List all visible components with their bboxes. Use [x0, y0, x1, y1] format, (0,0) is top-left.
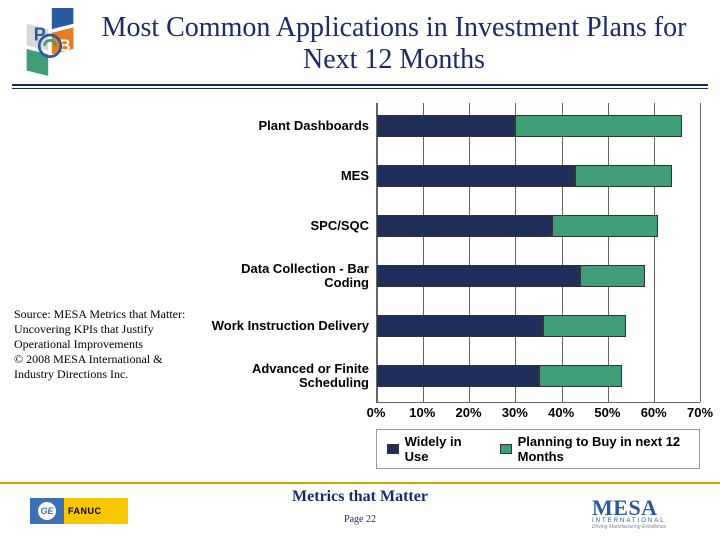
- content-area: Source: MESA Metrics that Matter: Uncove…: [0, 91, 720, 469]
- chart-legend: Widely in Use Planning to Buy in next 12 …: [376, 429, 700, 469]
- chart-gridline: [700, 103, 701, 402]
- chart-bar-track: [377, 165, 700, 187]
- chart-bar-segment: [377, 165, 575, 187]
- slide-header: P B Most Common Applications in Investme…: [0, 0, 720, 84]
- chart-bar-segment: [575, 165, 672, 187]
- mesa-logo: MESA INTERNATIONAL Driving Manufacturing…: [592, 499, 696, 530]
- chart-row: MES: [193, 165, 700, 187]
- source-citation: Source: MESA Metrics that Matter: Uncove…: [14, 307, 186, 382]
- chart-gridline: [377, 103, 378, 402]
- chart-gridline: [654, 103, 655, 402]
- ge-badge: GE: [30, 498, 64, 524]
- chart-bar-track: [377, 115, 700, 137]
- chart-category-label: Advanced or Finite Scheduling: [193, 362, 377, 391]
- chart-bar-segment: [377, 215, 552, 237]
- chart-x-tick-label: 20%: [456, 405, 482, 420]
- chart-category-label: Work Instruction Delivery: [193, 319, 377, 333]
- chart-bar-segment: [377, 115, 515, 137]
- chart-row: Work Instruction Delivery: [193, 315, 700, 337]
- chart-x-tick-label: 60%: [641, 405, 667, 420]
- chart-x-tick-label: 30%: [502, 405, 528, 420]
- chart-bar-track: [377, 315, 700, 337]
- chart-plot-area: Plant DashboardsMESSPC/SQCData Collectio…: [376, 103, 700, 403]
- chart-bar-track: [377, 265, 700, 287]
- chart-x-tick-label: 70%: [687, 405, 713, 420]
- chart-gridline: [608, 103, 609, 402]
- chart-row: Data Collection - Bar Coding: [193, 265, 700, 287]
- ge-fanuc-logo: GE FANUC: [30, 498, 128, 524]
- chart-x-tick-label: 0%: [367, 405, 386, 420]
- chart-x-tick-label: 50%: [594, 405, 620, 420]
- chart-row: Advanced or Finite Scheduling: [193, 365, 700, 387]
- chart-row: SPC/SQC: [193, 215, 700, 237]
- chart-row: Plant Dashboards: [193, 115, 700, 137]
- chart-category-label: MES: [193, 169, 377, 183]
- chart-x-tick-label: 10%: [409, 405, 435, 420]
- mesa-logo-tagline: Driving Manufacturing Excellence: [592, 524, 696, 530]
- chart-gridline: [562, 103, 563, 402]
- chart-bar-segment: [515, 115, 681, 137]
- chart-bar-track: [377, 215, 700, 237]
- chart-category-label: Plant Dashboards: [193, 119, 377, 133]
- mesa-logo-text: MESA: [592, 499, 696, 518]
- chart-category-label: Data Collection - Bar Coding: [193, 262, 377, 291]
- fanuc-badge: FANUC: [64, 498, 128, 524]
- chart-gridline: [515, 103, 516, 402]
- chart-bar-segment: [377, 265, 580, 287]
- chart-bar-segment: [543, 315, 626, 337]
- legend-swatch: [387, 444, 399, 454]
- chart-gridline: [423, 103, 424, 402]
- legend-label: Widely in Use: [405, 434, 472, 464]
- chart-bar-track: [377, 365, 700, 387]
- source-column: Source: MESA Metrics that Matter: Uncove…: [14, 103, 192, 469]
- legend-item: Planning to Buy in next 12 Months: [500, 434, 689, 464]
- header-rule-thick: [12, 84, 708, 86]
- legend-swatch: [500, 444, 512, 454]
- slide-title: Most Common Applications in Investment P…: [88, 8, 700, 76]
- corner-logo: P B: [12, 8, 88, 80]
- bar-chart: Plant Dashboards MES SPC/SQC Data Collectio…: [192, 103, 700, 469]
- slide-footer: Metrics that Matter Page 22 GE FANUC MES…: [0, 482, 720, 540]
- chart-bar-segment: [552, 215, 658, 237]
- chart-bar-segment: [539, 365, 622, 387]
- chart-x-tick-label: 40%: [548, 405, 574, 420]
- header-rule-thin: [12, 88, 708, 89]
- chart-category-label: SPC/SQC: [193, 219, 377, 233]
- chart-bar-segment: [580, 265, 645, 287]
- chart-gridline: [469, 103, 470, 402]
- legend-label: Planning to Buy in next 12 Months: [518, 434, 689, 464]
- chart-bar-segment: [377, 315, 543, 337]
- chart-x-axis: 0%10%20%30%40%50%60%70%: [376, 403, 700, 423]
- ge-monogram-icon: GE: [38, 502, 56, 520]
- chart-bar-segment: [377, 365, 539, 387]
- legend-item: Widely in Use: [387, 434, 472, 464]
